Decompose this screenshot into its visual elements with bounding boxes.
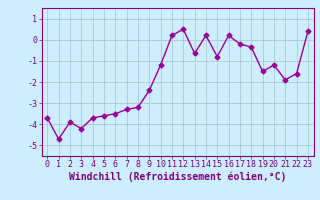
X-axis label: Windchill (Refroidissement éolien,°C): Windchill (Refroidissement éolien,°C) <box>69 172 286 182</box>
